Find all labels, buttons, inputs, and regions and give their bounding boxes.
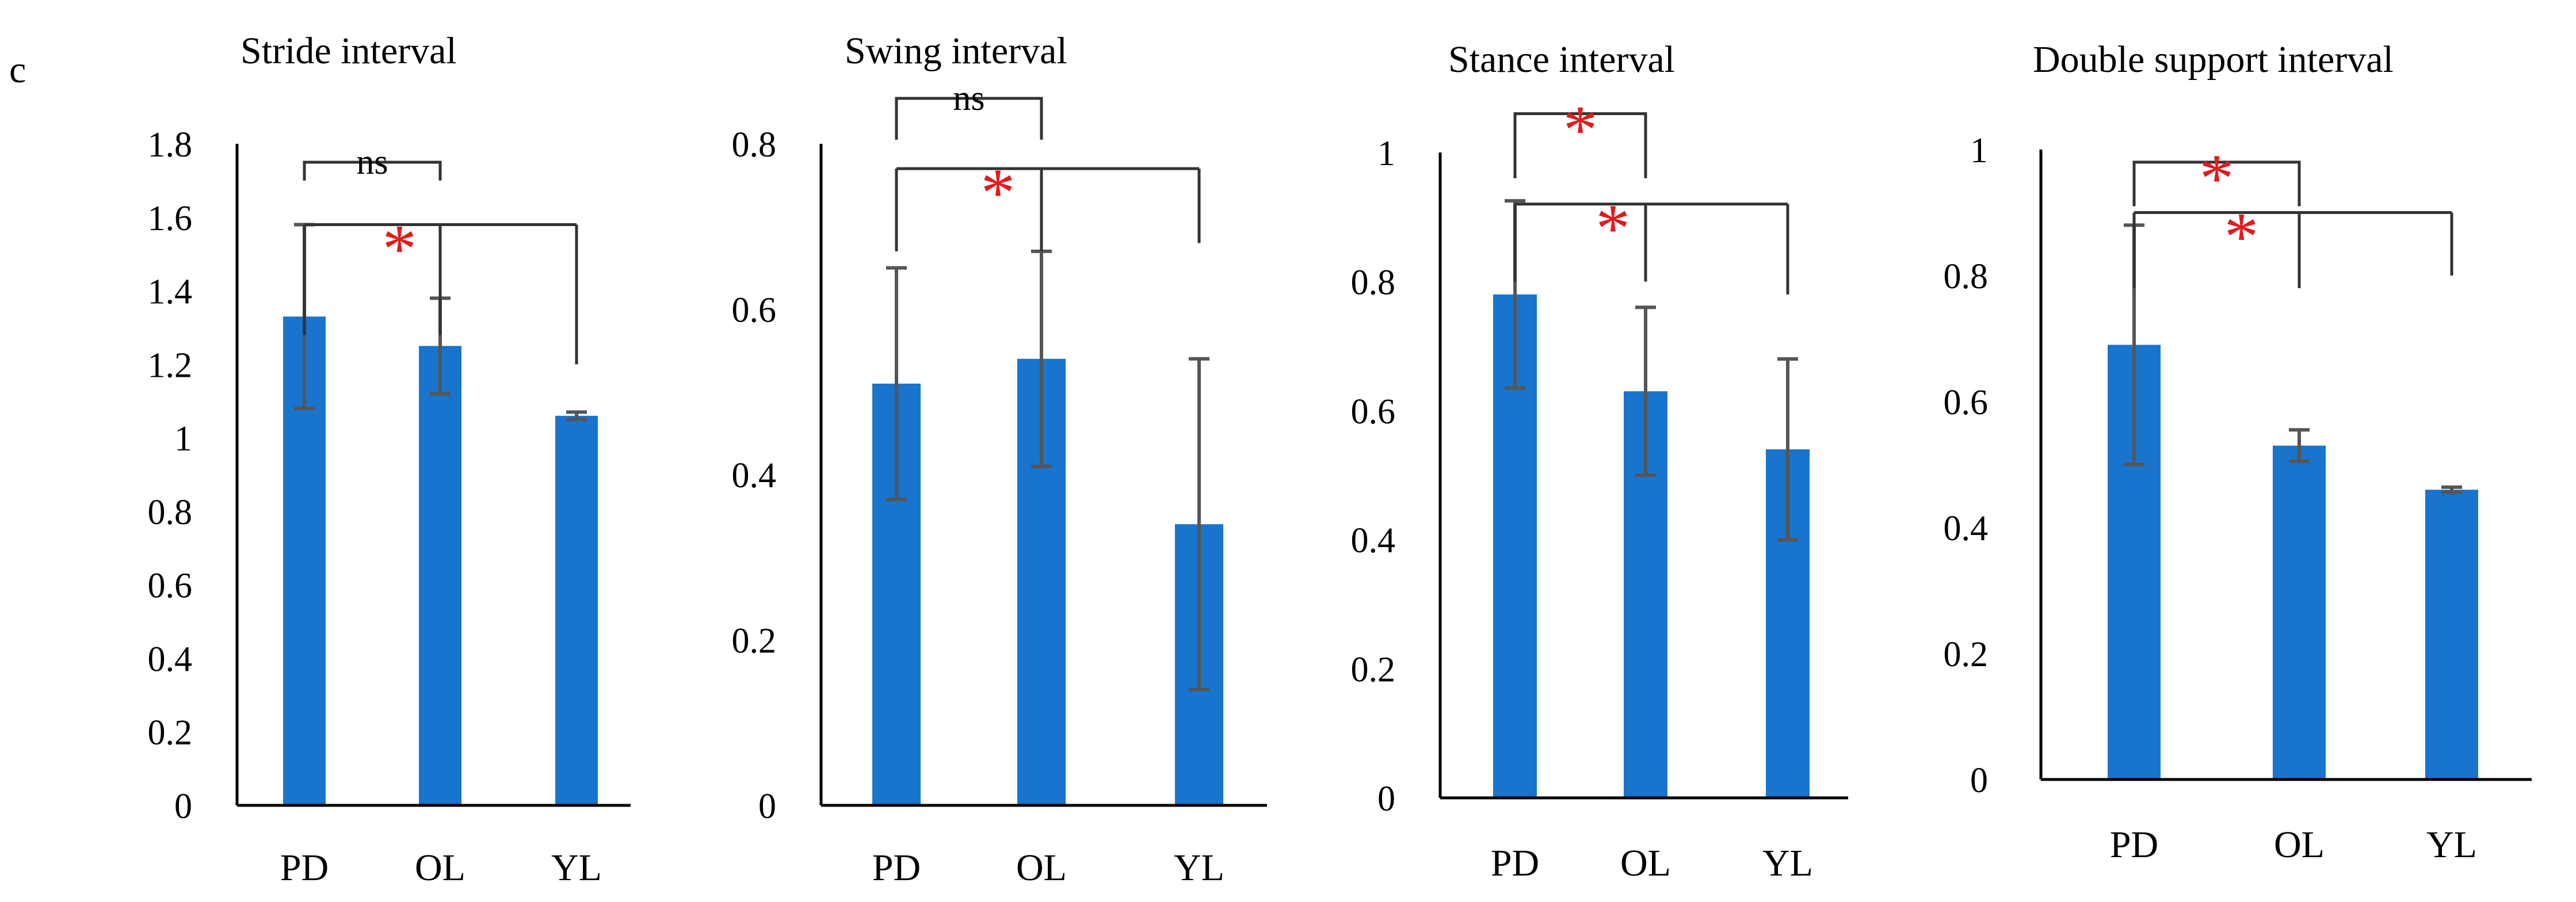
x-tick-label: YL [1762, 842, 1813, 884]
y-tick-label: 0 [758, 787, 776, 826]
x-tick-label: YL [551, 847, 602, 889]
significance-bracket [2132, 160, 2301, 207]
significance-bracket [303, 160, 442, 181]
y-tick-label: 1.2 [148, 346, 193, 385]
chart-title: Stance interval [1448, 39, 1675, 81]
significance-bracket [1513, 112, 1647, 178]
x-tick-label: PD [872, 847, 921, 889]
y-tick-label: 0.8 [148, 493, 193, 532]
chart-title: Stride interval [241, 30, 457, 72]
x-tick-label: PD [1491, 842, 1539, 884]
x-tick-label: OL [1016, 847, 1067, 889]
y-tick-label: 0.2 [148, 713, 193, 752]
x-tick-label: PD [280, 847, 329, 889]
y-tick-label: 1 [1377, 134, 1395, 173]
chart-title: Swing interval [845, 30, 1067, 72]
y-tick-label: 1.6 [148, 199, 193, 238]
y-tick-label: 0.6 [1944, 383, 1989, 422]
y-tick-label: 1.4 [148, 273, 193, 312]
significance-star: * [1596, 190, 1630, 266]
chart-title: Double support interval [2033, 39, 2394, 81]
y-tick-label: 0.6 [148, 567, 193, 606]
ns-label: ns [356, 143, 388, 182]
panel-label: c [9, 49, 26, 91]
y-tick-label: 0.2 [1351, 651, 1396, 690]
ns-label: ns [953, 79, 984, 118]
y-tick-label: 0.6 [1351, 392, 1396, 431]
y-tick-label: 0 [174, 787, 192, 826]
y-tick-label: 0.2 [1944, 635, 1989, 674]
y-tick-label: 0.8 [1944, 257, 1989, 296]
bar-yl [555, 415, 598, 805]
significance-star: * [1563, 91, 1598, 168]
y-tick-label: 0.4 [1944, 509, 1989, 548]
significance-star: * [980, 154, 1015, 231]
significance-star: * [2200, 140, 2234, 216]
y-tick-label: 0 [1377, 779, 1395, 819]
y-tick-label: 0.4 [732, 456, 777, 495]
x-tick-label: OL [1620, 842, 1671, 884]
significance-star: * [382, 211, 417, 287]
y-tick-label: 0.4 [1351, 521, 1396, 560]
bar-ol [419, 346, 461, 805]
y-tick-label: 0.8 [1351, 263, 1396, 302]
y-tick-label: 1 [174, 419, 192, 458]
y-tick-label: 1.8 [148, 125, 193, 165]
y-tick-label: 0.2 [732, 622, 777, 661]
y-tick-label: 0.4 [148, 640, 193, 679]
x-tick-label: OL [415, 847, 465, 889]
significance-star: * [2224, 198, 2259, 275]
y-tick-label: 1 [1970, 131, 1988, 170]
x-tick-label: PD [2110, 824, 2158, 866]
bar-ol [2273, 445, 2326, 779]
x-tick-label: YL [1174, 847, 1224, 889]
x-tick-label: YL [2426, 824, 2477, 866]
bar-yl [2425, 490, 2478, 779]
y-tick-label: 0 [1970, 761, 1988, 800]
y-tick-label: 0.6 [732, 291, 777, 330]
x-tick-label: OL [2274, 824, 2325, 866]
significance-bracket [895, 97, 1043, 140]
y-tick-label: 0.8 [732, 125, 777, 165]
